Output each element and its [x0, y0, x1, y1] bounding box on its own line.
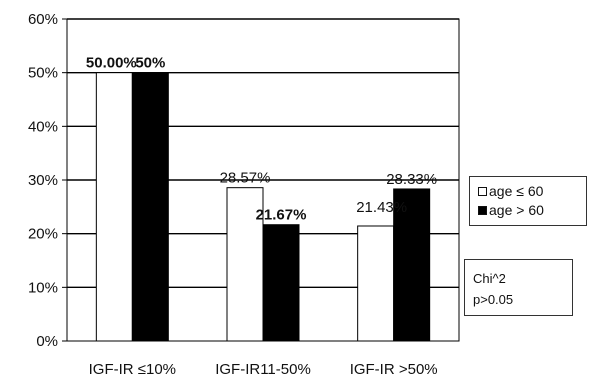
y-tick-label-3: 30% [28, 172, 58, 189]
axes: 0% 10% 20% 30% 40% 50% 60% IGF-IR ≤10% IGF-IR11-… [28, 11, 460, 378]
annotation-line-1: Chi^2 [473, 271, 506, 286]
bar-1-1 [262, 224, 300, 342]
bar-0-0 [95, 72, 133, 342]
bars [95, 72, 431, 342]
bar-0-1 [131, 72, 169, 342]
legend: age ≤ 60 age > 60 [469, 176, 587, 226]
x-category-label-0: IGF-IR ≤10% [89, 361, 176, 378]
legend-swatch-black [478, 205, 487, 215]
y-tick-label-1: 10% [28, 279, 58, 296]
statistics-annotation: Chi^2 p>0.05 [464, 259, 573, 316]
annotation-line-2: p>0.05 [473, 292, 514, 307]
data-label-0-1: 50% [135, 55, 165, 72]
y-tick-label-2: 20% [28, 226, 58, 243]
bar-2-0 [357, 225, 395, 342]
legend-swatch-white [478, 186, 487, 196]
x-category-label-1: IGF-IR11-50% [215, 361, 311, 378]
plot-frame [66, 18, 460, 342]
data-labels: 50.00%50% 28.57% 21.67% 21.43% 28.33% [86, 55, 437, 224]
data-label-0-0: 50.00% [86, 55, 137, 72]
bar-2-1 [393, 188, 431, 342]
y-tick-label-4: 40% [28, 118, 58, 135]
data-label-2-1: 28.33% [386, 171, 437, 188]
legend-label-0: age ≤ 60 [489, 183, 544, 199]
data-label-2-0: 21.43% [356, 199, 407, 216]
legend-item-1: age > 60 [478, 201, 544, 219]
legend-label-1: age > 60 [489, 202, 544, 218]
y-tick-label-0: 0% [36, 333, 58, 350]
legend-item-0: age ≤ 60 [478, 182, 543, 200]
data-label-1-0: 28.57% [220, 170, 271, 187]
x-category-label-2: IGF-IR >50% [350, 361, 438, 378]
y-tick-label-5: 50% [28, 65, 58, 82]
y-tick-label-6: 60% [28, 11, 58, 28]
data-label-1-1: 21.67% [256, 207, 307, 224]
